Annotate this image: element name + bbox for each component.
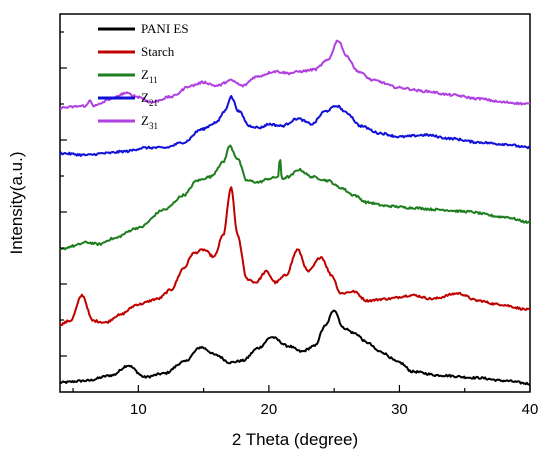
series-line-starch <box>59 186 530 326</box>
legend-label: Z21 <box>141 90 158 108</box>
series-line-z11 <box>59 144 531 251</box>
x-tick-label: 20 <box>261 401 278 418</box>
x-tick-labels: 10 20 30 40 <box>130 401 538 418</box>
legend-label-subscript: 31 <box>149 121 158 131</box>
legend-label: Z11 <box>141 67 158 85</box>
series-line-z21 <box>59 95 531 157</box>
x-axis-label: 2 Theta (degree) <box>232 430 358 449</box>
plot-frame <box>59 13 531 393</box>
x-tick-label: 40 <box>522 401 539 418</box>
x-tick-label: 30 <box>391 401 408 418</box>
series-layer <box>59 39 531 386</box>
legend-label-base: Starch <box>141 44 175 59</box>
legend-label: PANI ES <box>141 21 189 36</box>
series-line-z31 <box>59 39 531 110</box>
ticks-layer <box>60 31 531 392</box>
legend-label-subscript: 21 <box>149 98 158 108</box>
legend-label: Starch <box>141 44 175 59</box>
legend-label: Z31 <box>141 113 158 131</box>
series-line-pani-es <box>59 309 531 386</box>
x-tick-label: 10 <box>130 401 147 418</box>
legend-label-base: Z <box>141 67 149 82</box>
legend-label-base: Z <box>141 113 149 128</box>
legend-label-base: Z <box>141 90 149 105</box>
y-axis-label: Intensity(a.u.) <box>7 152 26 255</box>
legend-label-subscript: 11 <box>149 75 158 85</box>
legend-label-base: PANI ES <box>141 21 189 36</box>
